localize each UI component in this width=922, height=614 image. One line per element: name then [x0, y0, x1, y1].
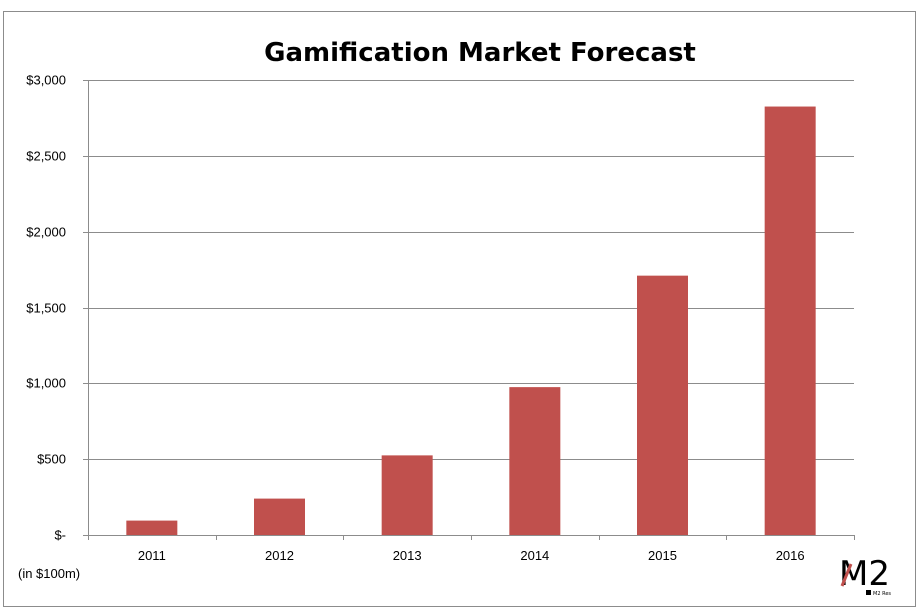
x-tick-label: 2015 [648, 548, 677, 563]
y-tick-label: $2,500 [26, 149, 66, 164]
y-tick-label: $- [54, 528, 66, 543]
y-tick-label: $500 [37, 452, 66, 467]
gridlines [83, 80, 855, 540]
unit-note: (in $100m) [18, 566, 80, 581]
bar-2011 [126, 520, 178, 535]
logo-square [866, 590, 871, 595]
bar-2013 [381, 455, 433, 535]
bar-2014 [509, 387, 561, 535]
x-tick-label: 2014 [520, 548, 549, 563]
y-tick-label: $1,000 [26, 376, 66, 391]
bar-2016 [764, 106, 816, 536]
y-tick-label: $2,000 [26, 225, 66, 240]
logo-subtext: M2 Res [873, 591, 891, 597]
m2-logo: M2 M2 Res [839, 554, 891, 597]
x-tick-label: 2013 [393, 548, 422, 563]
x-axis-ticks: 2011 2012 2013 2014 2015 2016 [138, 548, 805, 563]
bar-2012 [254, 498, 305, 535]
y-tick-label: $3,000 [26, 73, 66, 88]
chart-title: Gamification Market Forecast [264, 38, 696, 68]
x-tick-label: 2016 [776, 548, 805, 563]
bar-2015 [637, 275, 688, 535]
logo-accent [840, 563, 853, 587]
bars [126, 106, 816, 536]
y-axis-ticks: $- $500 $1,000 $1,500 $2,000 $2,500 $3,000 [26, 73, 66, 543]
x-tick-label: 2011 [138, 548, 166, 563]
y-tick-label: $1,500 [26, 301, 66, 316]
x-tick-label: 2012 [265, 548, 294, 563]
